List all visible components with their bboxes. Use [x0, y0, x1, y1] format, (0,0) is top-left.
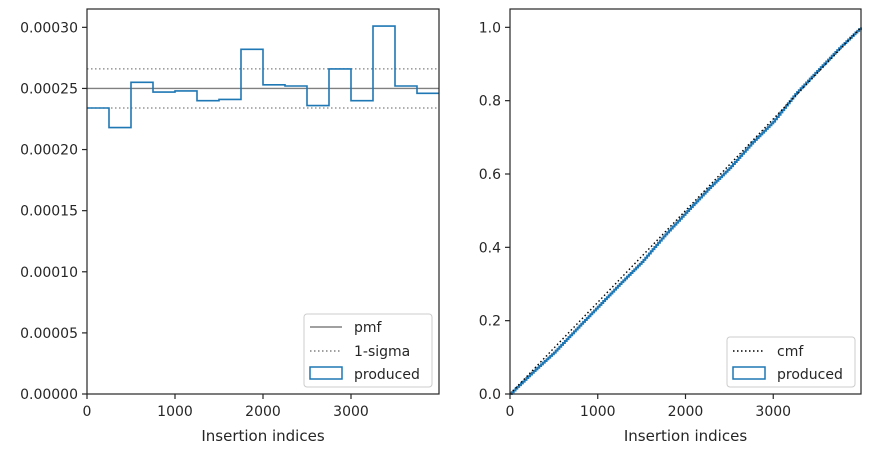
cmf-y-tick-label: 0.4 — [479, 240, 501, 256]
pmf-y-tick-label: 0.00030 — [20, 20, 78, 36]
cmf-x-ticks: 0 1000 2000 3000 — [506, 394, 791, 420]
pmf-x-ticks: 0 1000 2000 3000 — [83, 394, 369, 420]
pmf-histogram-panel: 0 1000 2000 3000 0.000000.000050.000100.000… — [20, 8, 440, 445]
pmf-y-ticks: 0.00000 0.00005 0.00010 0.00015 0.00020 0.000… — [20, 20, 87, 403]
pmf-x-tick-label: 3000 — [333, 404, 369, 420]
pmf-y-tick-label: 0.00015 — [20, 204, 78, 220]
pmf-x-tick-label: 1000 — [157, 404, 193, 420]
legend-produced-label: produced — [354, 367, 420, 383]
cmf-y-tick-label: 0.2 — [479, 314, 501, 330]
pmf-x-axis-label: Insertion indices — [201, 427, 324, 445]
pmf-x-tick-label: 2000 — [245, 404, 281, 420]
cmf-legend-box — [726, 336, 856, 388]
cmf-x-tick-label: 1000 — [580, 404, 616, 420]
cmf-y-ticks: 0.0 0.2 0.4 0.6 0.8 1.0 — [479, 20, 510, 403]
cmf-x-tick-label: 2000 — [668, 404, 704, 420]
cmf-y-tick-label: 0.0 — [479, 387, 501, 403]
pmf-y-tick-label: 0.00010 — [20, 265, 78, 281]
pmf-x-tick-label: 0 — [83, 404, 92, 420]
cmf-x-axis-label: Insertion indices — [624, 427, 747, 445]
pmf-y-tick-label: 0.00005 — [20, 326, 78, 342]
pmf-axes-frame — [86, 8, 440, 395]
cmf-line-marks — [509, 26, 862, 395]
legend-1-sigma-label: 1-sigma — [354, 344, 410, 360]
legend-cmf-label: cmf — [777, 344, 804, 360]
pmf-legend-box — [303, 313, 433, 388]
pmf-legend: pmf 1-sigma produced — [303, 313, 433, 388]
cmf-legend: cmf produced — [726, 336, 856, 388]
cmf-x-tick-label: 0 — [506, 404, 515, 420]
legend-produced-label: produced — [777, 367, 843, 383]
cmf-y-tick-label: 0.6 — [479, 167, 501, 183]
pmf-y-tick-label: 0.00020 — [20, 143, 78, 159]
legend-pmf-label: pmf — [354, 320, 383, 336]
cmf-y-tick-label: 1.0 — [479, 20, 501, 36]
cmf-line — [509, 26, 862, 395]
pmf-y-tick-label: 0.00025 — [20, 81, 78, 97]
produced-histogram-outline — [87, 25, 439, 129]
produced-cumulative-line — [510, 27, 862, 395]
pmf-y-tick-label: 0.00000 — [20, 387, 78, 403]
cmf-axes-frame — [509, 8, 862, 395]
cmf-panel: 0 1000 2000 3000 0.0 0.2 0.4 0.6 0.8 1.0 Inserti… — [479, 8, 862, 445]
cmf-x-tick-label: 3000 — [755, 404, 791, 420]
pmf-histogram-marks — [87, 25, 439, 129]
cmf-y-tick-label: 0.8 — [479, 94, 501, 110]
legend-produced-swatch — [309, 366, 343, 380]
legend-produced-swatch — [732, 366, 766, 380]
